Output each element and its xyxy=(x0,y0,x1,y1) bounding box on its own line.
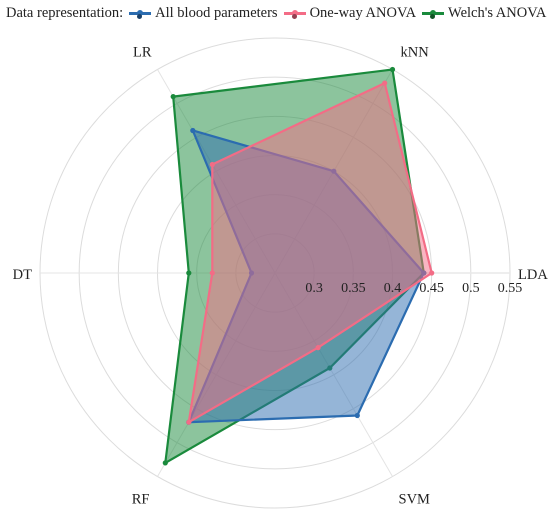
radial-tick-label: 0.45 xyxy=(419,281,444,296)
radial-tick-label: 0.5 xyxy=(462,281,480,296)
axis-label-lda: LDA xyxy=(518,267,548,283)
axis-label-knn: kNN xyxy=(401,45,430,61)
axis-label-svm: SVM xyxy=(399,492,431,508)
data-point-welch-s-anova-dt xyxy=(186,270,192,276)
legend-label-one-way-anova: One-way ANOVA xyxy=(309,4,417,21)
legend-swatch-welch-anova xyxy=(422,9,445,16)
axis-label-dt: DT xyxy=(13,267,32,283)
legend-dot xyxy=(137,9,144,16)
data-point-one-way-anova-lr xyxy=(209,161,215,168)
legend-item-one-way-anova[interactable]: One-way ANOVA xyxy=(283,4,417,22)
axis-label-lr: LR xyxy=(133,45,152,61)
radial-tick-label: 0.55 xyxy=(498,281,523,296)
radial-tick-label: 0.3 xyxy=(305,281,323,296)
data-point-all-blood-parameters-svm xyxy=(354,412,360,419)
data-point-welch-s-anova-rf xyxy=(162,460,168,466)
legend-swatch-one-way-anova xyxy=(283,9,306,16)
data-point-one-way-anova-dt xyxy=(209,270,215,276)
legend-item-welch-anova[interactable]: Welch's ANOVA xyxy=(422,5,546,22)
data-point-one-way-anova-lda xyxy=(429,270,435,276)
legend-label-welch-anova: Welch's ANOVA xyxy=(448,4,547,21)
legend-title: Data representation: xyxy=(6,4,124,21)
data-point-all-blood-parameters-lr xyxy=(190,127,196,134)
axis-label-rf: RF xyxy=(132,492,150,508)
data-point-one-way-anova-rf xyxy=(186,419,192,425)
legend-dot xyxy=(291,9,298,16)
data-point-welch-s-anova-lr xyxy=(170,94,176,100)
legend-item-all-blood[interactable]: All blood parameters xyxy=(129,4,278,22)
radial-tick-label: 0.4 xyxy=(384,281,402,296)
legend: Data representation: All blood parameter… xyxy=(0,2,550,24)
legend-label-all-blood: All blood parameters xyxy=(155,4,278,21)
data-point-one-way-anova-knn xyxy=(382,80,388,86)
data-point-welch-s-anova-knn xyxy=(389,66,396,73)
data-point-one-way-anova-svm xyxy=(315,345,321,351)
radial-tick-label: 0.35 xyxy=(341,281,366,296)
legend-dot xyxy=(430,9,437,16)
legend-swatch-all-blood xyxy=(129,9,152,16)
